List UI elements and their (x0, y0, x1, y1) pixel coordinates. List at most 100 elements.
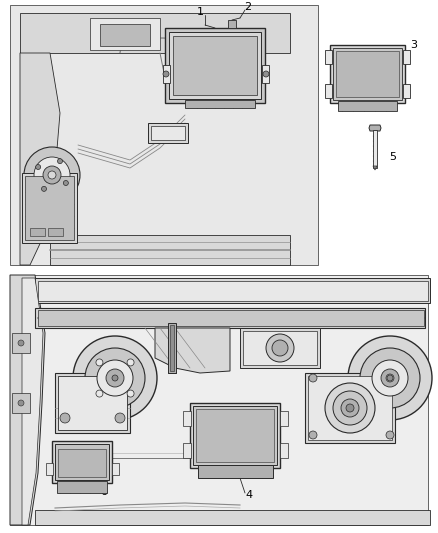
Bar (333, 48, 402, 100)
Text: 2: 2 (244, 2, 251, 12)
Bar (373, 130, 377, 168)
Circle shape (24, 147, 80, 203)
Bar (30, 228, 45, 236)
Bar (12, 393, 30, 413)
Circle shape (57, 159, 63, 164)
Bar (100, 24, 150, 46)
Bar (169, 32, 261, 99)
Circle shape (127, 390, 134, 397)
Bar (22, 173, 77, 243)
Bar (183, 411, 191, 426)
Circle shape (34, 157, 70, 193)
Text: 6: 6 (100, 487, 107, 497)
Bar (35, 278, 430, 303)
Bar (35, 510, 430, 525)
Bar (90, 18, 160, 50)
Bar (280, 411, 288, 426)
Bar (55, 444, 109, 480)
Bar (338, 101, 397, 111)
Bar (151, 126, 185, 140)
Bar (20, 13, 290, 53)
Bar (163, 65, 170, 83)
Circle shape (386, 431, 394, 439)
Circle shape (381, 369, 399, 387)
Bar (330, 45, 405, 103)
Bar (305, 373, 395, 443)
Circle shape (263, 71, 269, 77)
Circle shape (325, 383, 375, 433)
Circle shape (372, 360, 408, 396)
Circle shape (348, 336, 432, 420)
Circle shape (127, 359, 134, 366)
Circle shape (43, 166, 61, 184)
Polygon shape (22, 278, 43, 525)
Circle shape (42, 187, 46, 191)
Circle shape (35, 165, 41, 169)
Circle shape (360, 348, 420, 408)
Circle shape (96, 359, 103, 366)
Bar (190, 403, 280, 468)
Bar (25, 176, 74, 240)
Polygon shape (369, 125, 381, 131)
Bar (168, 323, 176, 373)
Circle shape (163, 71, 169, 77)
Text: 3: 3 (410, 40, 417, 50)
Circle shape (85, 348, 145, 408)
Bar (183, 443, 191, 458)
Bar (262, 65, 269, 83)
Bar (243, 331, 317, 365)
Circle shape (333, 391, 367, 425)
Circle shape (272, 340, 288, 356)
Circle shape (106, 369, 124, 387)
Circle shape (96, 390, 103, 397)
Bar (50, 235, 290, 265)
Circle shape (48, 171, 56, 179)
Bar (403, 50, 410, 64)
Bar (193, 406, 277, 465)
Circle shape (18, 340, 24, 346)
Circle shape (309, 374, 317, 382)
Bar (336, 51, 399, 97)
Bar (325, 50, 332, 64)
Circle shape (387, 375, 393, 381)
Bar (58, 449, 106, 477)
Bar (38, 281, 428, 301)
Polygon shape (373, 166, 377, 170)
Polygon shape (10, 275, 45, 525)
Text: 1: 1 (197, 7, 204, 17)
Bar (196, 409, 274, 462)
Polygon shape (20, 53, 60, 265)
Bar (198, 465, 273, 478)
Circle shape (266, 334, 294, 362)
Circle shape (386, 374, 394, 382)
Text: 5: 5 (389, 152, 396, 162)
Circle shape (309, 431, 317, 439)
Bar (170, 325, 174, 371)
Bar (38, 310, 424, 326)
Bar (148, 123, 188, 143)
Circle shape (115, 413, 125, 423)
Circle shape (73, 336, 157, 420)
Circle shape (341, 399, 359, 417)
Bar (112, 463, 119, 475)
Bar (173, 36, 257, 95)
Bar (403, 84, 410, 98)
Bar (12, 333, 30, 353)
Circle shape (64, 181, 68, 185)
Bar (48, 228, 63, 236)
Bar (228, 20, 236, 28)
Bar (57, 481, 107, 493)
Bar (280, 443, 288, 458)
Bar (46, 463, 53, 475)
Circle shape (346, 404, 354, 412)
Circle shape (18, 400, 24, 406)
Bar (10, 5, 318, 265)
Bar (185, 100, 255, 108)
Bar (325, 84, 332, 98)
Bar (240, 328, 320, 368)
Bar (165, 28, 265, 103)
Bar (308, 376, 392, 440)
Bar (35, 308, 425, 328)
Bar (10, 275, 428, 525)
Polygon shape (155, 328, 230, 373)
